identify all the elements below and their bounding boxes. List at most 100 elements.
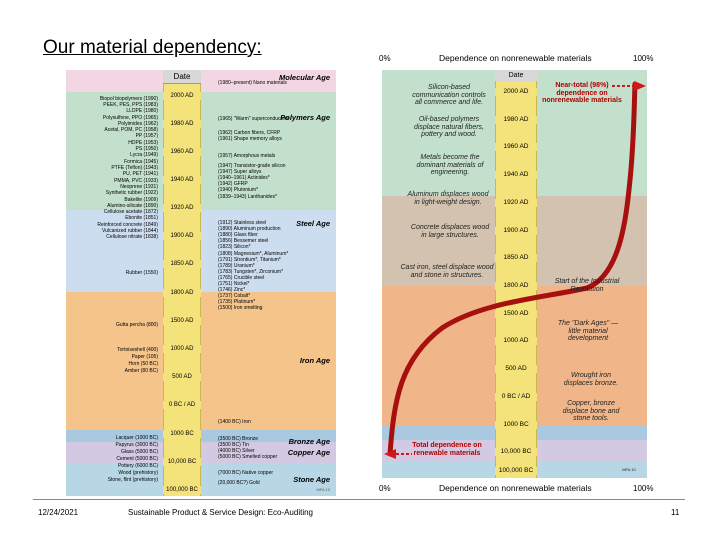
- tick-label: 1000 AD: [495, 337, 537, 345]
- material-label: Biopol biopolymers (1990): [99, 96, 158, 102]
- material-label: Rubber (1550): [125, 270, 158, 276]
- material-label: Lacquer (1000 BC): [115, 435, 158, 441]
- chart-credit: MFA 10: [316, 487, 330, 492]
- tick-label: 1800 AD: [163, 289, 201, 297]
- event-label: (1890) Aluminum production: [218, 226, 281, 232]
- event-label: (1856) Bessemer steel: [218, 238, 269, 244]
- arrow-nonrenewable-icon: [634, 81, 646, 91]
- era-label: Polymers Age: [280, 113, 330, 122]
- note-copper-bronze: Copper, bronze displace bone and stone t…: [562, 400, 620, 422]
- dependence-plot: Date 2000 AD 1980 AD 1960 AD 1940 AD 192…: [382, 70, 647, 478]
- event-label: (1751) Nickel*: [218, 281, 250, 287]
- event-label: (1839–1943) Lanthanides*: [218, 194, 277, 200]
- material-label: Cellulose nitrate (1838): [106, 234, 158, 240]
- tick-label: 1980 AD: [495, 116, 537, 124]
- material-label: Gutta percha (800): [116, 322, 158, 328]
- event-label: (1912) Stainless steel: [218, 220, 267, 226]
- tick-label: 0 BC / AD: [163, 401, 201, 409]
- era-label: Copper Age: [287, 448, 330, 457]
- event-label: (20,000 BC?) Gold: [218, 480, 260, 486]
- steel-age-band: [66, 210, 336, 292]
- material-label: Glass (5000 BC): [121, 449, 158, 455]
- material-label: Amber (80 BC): [124, 368, 158, 374]
- event-label: (1746) Zinc*: [218, 287, 246, 293]
- stone-age-band: [66, 464, 336, 496]
- era-label: Stone Age: [293, 475, 330, 484]
- note-dark-ages: The "Dark Ages" — little material develo…: [557, 320, 619, 342]
- tick-label: 100,000 BC: [495, 467, 537, 475]
- tick-label: 10,000 BC: [163, 458, 201, 466]
- material-timeline-chart: Date 2000 AD 1980 AD 1960 AD 1940 AD 192…: [66, 70, 336, 496]
- tick-label: 1900 AD: [163, 232, 201, 240]
- material-label: Synthetic rubber (1922): [105, 190, 158, 196]
- bottom-left-pct: 0%: [379, 484, 391, 493]
- material-label: Vulcanized rubber (1844): [102, 228, 158, 234]
- material-label: Stone, flint (prehistory): [107, 477, 158, 483]
- material-label: Tortoiseshell (400): [117, 347, 158, 353]
- material-label: Lycra (1949): [130, 152, 158, 158]
- tick-label: 1920 AD: [495, 199, 537, 207]
- event-label: (1400 BC) Iron: [218, 419, 251, 425]
- material-label: HDPE (1953): [128, 140, 158, 146]
- material-label: PS (1950): [135, 146, 158, 152]
- material-label: Reinforced concrete (1849): [97, 222, 158, 228]
- footer-date: 12/24/2021: [38, 508, 79, 517]
- era-label: Iron Age: [299, 356, 330, 365]
- bottom-axis-title: Dependence on nonrenewable materials: [439, 483, 592, 493]
- material-label: PEEK, PES, PPS (1983): [103, 102, 158, 108]
- tick-label: 1000 BC: [495, 421, 537, 429]
- tick-label: 1960 AD: [163, 148, 201, 156]
- event-label: (3500 BC) Bronze: [218, 436, 259, 442]
- top-left-pct: 0%: [379, 54, 391, 63]
- date-column: [495, 70, 537, 478]
- tick-label: 1850 AD: [163, 260, 201, 268]
- material-label: LLDPE (1980): [126, 108, 158, 114]
- bronze-age-band: [66, 430, 336, 442]
- tick-label: 1940 AD: [163, 176, 201, 184]
- material-label: Wood (prehistory): [118, 470, 158, 476]
- event-label: (1940) Plutonium*: [218, 187, 259, 193]
- top-right-pct: 100%: [633, 54, 654, 63]
- tick-label: 1960 AD: [495, 143, 537, 151]
- dependence-curve-svg: [384, 81, 646, 459]
- era-label: Molecular Age: [279, 73, 330, 82]
- event-label: (1765) Crucible steel: [218, 275, 265, 281]
- material-label: Ebonite (1851): [125, 215, 158, 221]
- tick-label: 1000 AD: [163, 345, 201, 353]
- material-label: Bakelite (1909): [124, 197, 158, 203]
- event-label: (1957) Amorphous metals: [218, 153, 276, 159]
- event-label: (1940–1961) Actinides*: [218, 175, 270, 181]
- event-label: (1823) Silicon*: [218, 244, 251, 250]
- dependence-curve: [387, 81, 638, 457]
- tick-label: 1500 AD: [495, 310, 537, 318]
- chart-credit: MFA 10: [622, 467, 636, 472]
- note-concrete: Concrete displaces wood in large structu…: [410, 224, 490, 239]
- event-label: (1947) Super alloys: [218, 169, 262, 175]
- tick-label: 1920 AD: [163, 204, 201, 212]
- material-label: Paper (105): [131, 354, 158, 360]
- event-label: (4000 BC) Silver: [218, 448, 255, 454]
- material-label: PTFE (Teflon) (1943): [111, 165, 158, 171]
- date-column-header: Date: [163, 70, 201, 84]
- date-column-header: Date: [495, 70, 537, 81]
- event-label: (1942) GFRP: [218, 181, 248, 187]
- event-label: (1965) "Warm" superconductors: [218, 116, 289, 122]
- material-label: PMMA, PVC (1933): [114, 178, 158, 184]
- tick-label: 10,000 BC: [495, 448, 537, 456]
- note-metals: Metals become the dominant materials of …: [416, 154, 484, 176]
- event-label: (1962) Carbon fibers, CFRP: [218, 130, 281, 136]
- material-label: PP (1957): [135, 133, 158, 139]
- tick-label: 1900 AD: [495, 227, 537, 235]
- event-label: (1500) Iron smelting: [218, 305, 263, 311]
- tick-label: 500 AD: [495, 365, 537, 373]
- iron-age-band: [66, 292, 336, 430]
- event-label: (1737) Cobalt*: [218, 293, 251, 299]
- tick-label: 2000 AD: [163, 92, 201, 100]
- material-label: Acetal, POM, PC (1958): [104, 127, 158, 133]
- material-label: Formica (1945): [124, 159, 158, 165]
- event-label: (1789) Uranium*: [218, 263, 255, 269]
- note-silicon: Silicon-based communication controls all…: [412, 84, 486, 106]
- event-label: (7000 BC) Native copper: [218, 470, 274, 476]
- note-near-total: Near-total (98%) dependence on nonrenewa…: [542, 82, 622, 104]
- tick-label: 2000 AD: [495, 88, 537, 96]
